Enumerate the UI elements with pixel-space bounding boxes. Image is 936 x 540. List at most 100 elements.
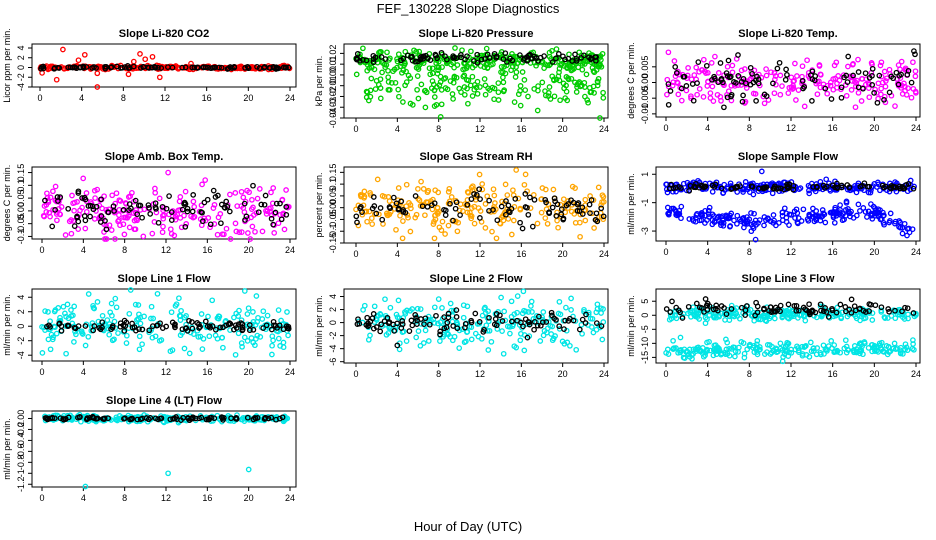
data-point-black bbox=[110, 203, 117, 210]
data-point bbox=[435, 320, 441, 327]
x-tick-label: 24 bbox=[911, 123, 921, 133]
data-point bbox=[747, 306, 754, 313]
data-point bbox=[425, 338, 432, 344]
data-point-black bbox=[427, 57, 434, 63]
data-point bbox=[743, 219, 750, 226]
data-point-black bbox=[712, 181, 719, 188]
data-point-black bbox=[718, 303, 725, 309]
data-point-black bbox=[855, 84, 862, 91]
data-point bbox=[422, 327, 429, 334]
data-point-black bbox=[519, 225, 526, 232]
data-point bbox=[577, 211, 584, 218]
data-point-black bbox=[900, 185, 907, 192]
data-point bbox=[462, 66, 468, 72]
data-point-black bbox=[893, 69, 900, 76]
data-point bbox=[711, 219, 718, 226]
data-point-black bbox=[468, 317, 475, 324]
data-point bbox=[579, 330, 585, 337]
data-point-black bbox=[673, 70, 680, 76]
data-point bbox=[445, 222, 452, 229]
data-point bbox=[664, 204, 671, 211]
data-point-black bbox=[81, 213, 88, 219]
data-point-black bbox=[65, 64, 72, 71]
data-point-black bbox=[83, 64, 90, 70]
data-point bbox=[415, 95, 422, 102]
data-point bbox=[551, 93, 558, 100]
data-point-black bbox=[593, 210, 600, 217]
data-point-black bbox=[207, 221, 214, 228]
data-point bbox=[912, 73, 919, 80]
data-point bbox=[823, 176, 830, 183]
data-point bbox=[824, 90, 831, 97]
data-point bbox=[855, 56, 861, 63]
data-point-black bbox=[204, 196, 211, 203]
data-point bbox=[535, 87, 541, 94]
data-point-black bbox=[857, 305, 863, 312]
data-point bbox=[678, 347, 684, 353]
data-point-black bbox=[526, 319, 533, 326]
x-tick-label: 12 bbox=[160, 93, 170, 103]
data-point-black bbox=[399, 321, 406, 328]
data-point-black bbox=[728, 91, 735, 98]
data-point-black bbox=[796, 307, 802, 314]
data-point-black bbox=[152, 415, 159, 422]
data-point bbox=[210, 205, 217, 211]
data-point bbox=[426, 65, 433, 72]
data-point bbox=[861, 339, 868, 345]
data-point bbox=[379, 193, 386, 199]
data-point-black bbox=[806, 301, 812, 308]
data-point bbox=[538, 209, 545, 216]
data-point bbox=[776, 220, 782, 226]
data-point bbox=[529, 309, 535, 315]
data-point-black bbox=[233, 414, 240, 421]
data-point bbox=[148, 315, 154, 322]
data-point bbox=[700, 94, 707, 100]
data-point-black bbox=[450, 54, 456, 61]
data-point bbox=[537, 338, 544, 344]
data-point bbox=[158, 337, 165, 343]
data-point bbox=[165, 470, 171, 477]
data-point bbox=[549, 47, 555, 54]
data-point-black bbox=[767, 304, 774, 311]
data-point bbox=[46, 210, 53, 216]
data-point-black bbox=[866, 74, 873, 81]
data-point-black bbox=[848, 296, 855, 303]
data-point bbox=[260, 308, 267, 315]
data-point-black bbox=[232, 322, 239, 329]
data-points bbox=[353, 167, 607, 242]
data-point bbox=[862, 315, 869, 321]
data-point bbox=[198, 202, 205, 209]
data-point bbox=[233, 310, 240, 317]
data-point bbox=[577, 233, 583, 240]
data-point bbox=[66, 218, 73, 225]
data-point bbox=[482, 91, 489, 98]
data-point-black bbox=[701, 309, 707, 315]
data-point bbox=[182, 188, 189, 195]
data-point-black bbox=[132, 197, 139, 204]
data-point bbox=[795, 347, 802, 354]
data-point-black bbox=[145, 65, 152, 71]
data-point bbox=[793, 97, 799, 103]
data-point-black bbox=[261, 64, 268, 70]
data-point bbox=[803, 342, 809, 349]
data-point-black bbox=[202, 318, 209, 325]
data-point bbox=[153, 209, 160, 216]
data-point-black bbox=[892, 184, 899, 191]
data-point bbox=[818, 351, 824, 358]
y-axis-label: degrees C per min. bbox=[626, 42, 636, 119]
data-point bbox=[264, 312, 271, 319]
data-point bbox=[442, 75, 449, 81]
data-point bbox=[799, 63, 806, 70]
data-point bbox=[756, 315, 762, 322]
data-point-black bbox=[377, 328, 384, 335]
data-point-black bbox=[222, 205, 228, 211]
data-point-black bbox=[910, 310, 917, 316]
data-point-black bbox=[825, 314, 832, 320]
data-point bbox=[579, 66, 586, 73]
data-point bbox=[372, 86, 379, 92]
data-point bbox=[407, 75, 414, 81]
data-point-black bbox=[869, 82, 876, 88]
data-point bbox=[438, 87, 445, 93]
data-point bbox=[108, 227, 115, 233]
data-point-black bbox=[412, 193, 419, 199]
